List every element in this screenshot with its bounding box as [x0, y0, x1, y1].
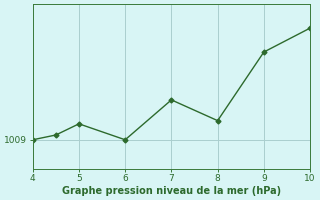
X-axis label: Graphe pression niveau de la mer (hPa): Graphe pression niveau de la mer (hPa)	[62, 186, 281, 196]
